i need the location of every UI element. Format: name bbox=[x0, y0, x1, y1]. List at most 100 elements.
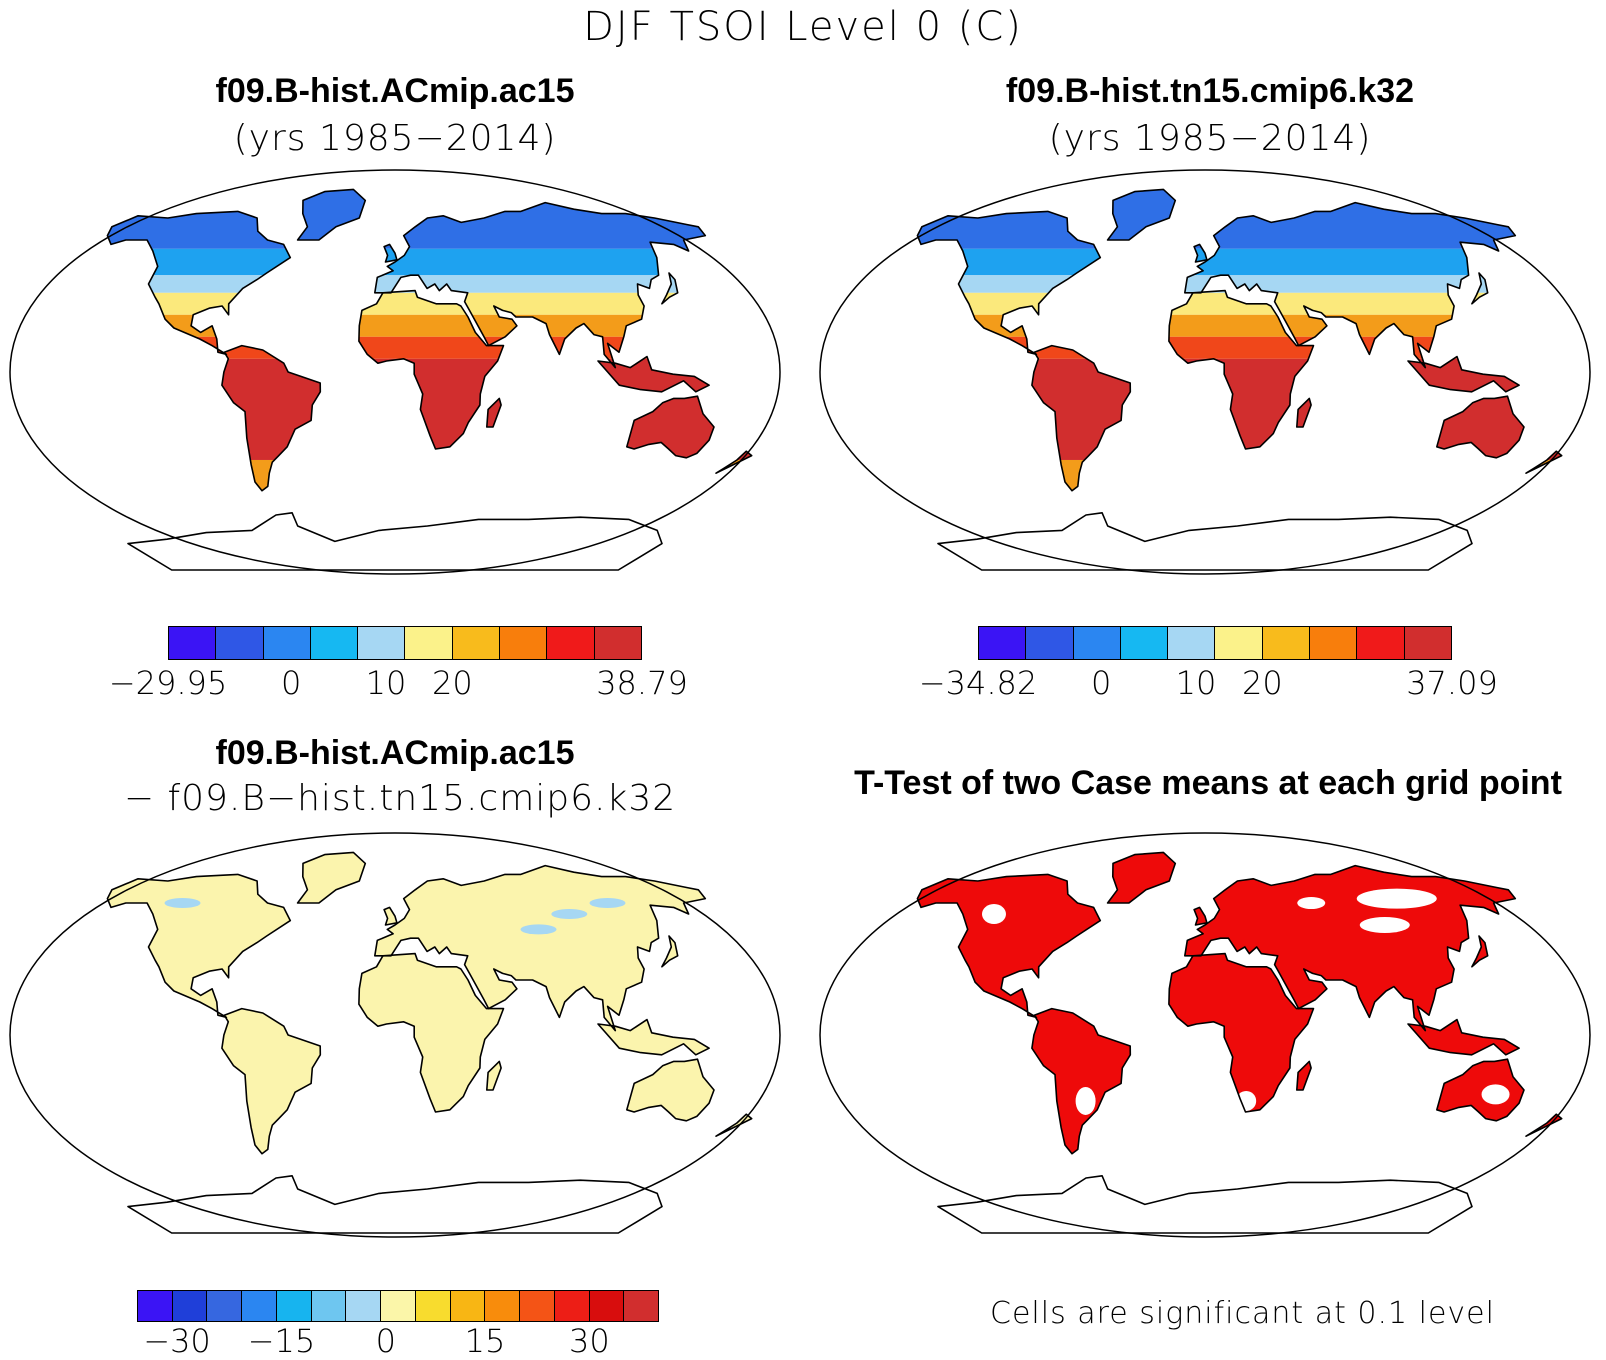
coastline-new-zealand bbox=[715, 1113, 753, 1137]
panel-1-title: f09.B-hist.ACmip.ac15 bbox=[215, 72, 575, 110]
temperature-band bbox=[107, 459, 752, 491]
map-border bbox=[9, 169, 781, 575]
coastline-uk bbox=[383, 243, 398, 263]
colorbar-cell bbox=[1026, 627, 1074, 659]
significance-note: Cells are significant at 0.1 level bbox=[990, 1296, 1495, 1331]
temperature-band bbox=[810, 495, 1600, 570]
non-significant-patch bbox=[981, 904, 1006, 925]
colorbar-tick-label: −15 bbox=[247, 1322, 316, 1360]
panel-1-subtitle: (yrs 1985−2014) bbox=[233, 118, 557, 159]
coastline-new-zealand bbox=[1525, 450, 1563, 474]
panel-4-map bbox=[819, 832, 1591, 1238]
coastline-antarctica bbox=[127, 511, 663, 571]
temperature-band bbox=[917, 189, 1562, 249]
coastline-eurasia bbox=[1184, 201, 1517, 369]
colorbar-tick-label: 0 bbox=[375, 1322, 396, 1360]
temperature-band bbox=[107, 314, 752, 337]
colorbar-cell bbox=[1215, 627, 1263, 659]
coastline-australia bbox=[626, 1058, 715, 1122]
colorbar-cell bbox=[381, 1291, 416, 1321]
colorbar-cell bbox=[263, 627, 311, 659]
land-fill-group bbox=[107, 852, 752, 1154]
significant-fill bbox=[917, 852, 1562, 1154]
temperature-band bbox=[107, 248, 752, 276]
coastline-africa bbox=[358, 289, 505, 450]
colorbar-cell bbox=[310, 627, 359, 659]
coastline-new-zealand bbox=[715, 450, 753, 474]
coastline-new-zealand bbox=[1525, 1113, 1563, 1137]
panel-2-colorbar bbox=[978, 626, 1452, 660]
coastline-madagascar bbox=[486, 397, 502, 428]
coastline-antarctica bbox=[127, 1175, 663, 1234]
colorbar-tick-label: 38.79 bbox=[596, 664, 688, 702]
colorbar-cell bbox=[169, 627, 217, 659]
colorbar-cell bbox=[554, 1291, 590, 1321]
colorbar-cell bbox=[415, 1291, 451, 1321]
coastline-australia bbox=[626, 395, 715, 459]
colorbar-cell bbox=[1310, 627, 1358, 659]
land-fill-group bbox=[810, 189, 1600, 570]
coastline-antarctica bbox=[937, 511, 1473, 571]
temperature-band bbox=[107, 189, 752, 249]
non-significant-patch bbox=[1481, 1084, 1510, 1105]
difference-fill bbox=[107, 852, 752, 1154]
coastline-africa bbox=[1168, 289, 1315, 450]
coastline-japan bbox=[1471, 272, 1489, 305]
coastline-antarctica bbox=[937, 1175, 1473, 1234]
colorbar-cell bbox=[500, 627, 548, 659]
colorbar-cell bbox=[1073, 627, 1121, 659]
coastline-uk bbox=[1193, 243, 1208, 263]
map-border bbox=[819, 169, 1591, 575]
coastline-japan bbox=[661, 935, 679, 968]
colorbar-tick-label: −29.95 bbox=[108, 664, 228, 702]
colorbar-cell bbox=[594, 627, 641, 659]
colorbar-cell bbox=[547, 627, 595, 659]
colorbar-cell bbox=[589, 1291, 625, 1321]
coastline-greenland bbox=[1106, 851, 1177, 904]
colorbar-tick-label: 10 bbox=[365, 664, 407, 702]
colorbar-cell bbox=[216, 627, 264, 659]
colorbar-tick-label: 10 bbox=[1175, 664, 1217, 702]
coastline-australia bbox=[1436, 395, 1525, 459]
coastline-japan bbox=[1471, 935, 1489, 968]
colorbar-cell bbox=[346, 1291, 382, 1321]
panel-4-title: T-Test of two Case means at each grid po… bbox=[854, 764, 1562, 802]
panel-3-map bbox=[9, 832, 781, 1238]
panel-3-colorbar bbox=[137, 1290, 659, 1322]
coastline-indonesia bbox=[597, 1018, 710, 1056]
colorbar-cell bbox=[520, 1291, 555, 1321]
coastline-north-america bbox=[916, 210, 1102, 356]
colorbar-cell bbox=[485, 1291, 521, 1321]
coastline-africa bbox=[1168, 952, 1315, 1113]
coastline-japan bbox=[661, 272, 679, 305]
coastline-south-america bbox=[1031, 1007, 1132, 1155]
colorbar-cell bbox=[1262, 627, 1311, 659]
temperature-band bbox=[917, 459, 1562, 491]
colorbar-tick-label: −34.82 bbox=[918, 664, 1038, 702]
panel-3-title: f09.B-hist.ACmip.ac15 bbox=[215, 734, 575, 772]
colorbar-cell bbox=[172, 1291, 208, 1321]
coastline-madagascar bbox=[1296, 1060, 1312, 1091]
panel-1-colorbar bbox=[168, 626, 642, 660]
colorbar-tick-label: 0 bbox=[1091, 664, 1112, 702]
figure-title: DJF TSOI Level 0 (C) bbox=[583, 4, 1023, 50]
colorbar-tick-label: 15 bbox=[464, 1322, 506, 1360]
land-fill-group bbox=[107, 189, 752, 491]
panel-1-map bbox=[9, 169, 781, 575]
coastline-madagascar bbox=[486, 1060, 502, 1091]
coastline-uk bbox=[383, 906, 398, 926]
colorbar-cell bbox=[450, 1291, 486, 1321]
colorbar-cell bbox=[276, 1291, 312, 1321]
colorbar-cell bbox=[979, 627, 1027, 659]
non-significant-patch bbox=[1356, 888, 1437, 909]
coastline-eurasia bbox=[1184, 864, 1517, 1032]
panel-2-subtitle: (yrs 1985−2014) bbox=[1048, 118, 1372, 159]
negative-patch bbox=[164, 898, 201, 909]
colorbar-cell bbox=[242, 1291, 277, 1321]
colorbar-tick-label: −30 bbox=[143, 1322, 211, 1360]
coastline-africa bbox=[358, 952, 505, 1113]
colorbar-cell bbox=[405, 627, 453, 659]
coastline-north-america bbox=[106, 210, 292, 356]
land-fill-group bbox=[917, 852, 1562, 1154]
coastline-greenland bbox=[296, 851, 367, 904]
